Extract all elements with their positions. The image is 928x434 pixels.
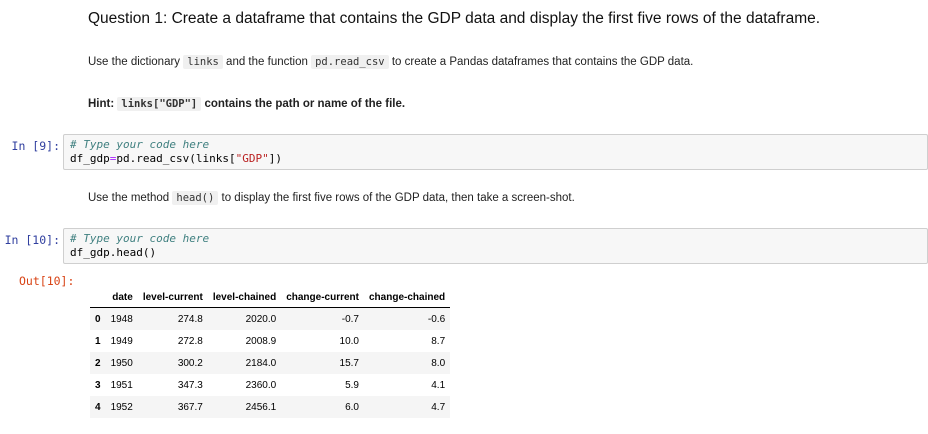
inline-code-hint: links["GDP"] xyxy=(117,97,202,111)
code-cell-1[interactable]: # Type your code here df_gdp=pd.read_csv… xyxy=(63,134,928,170)
cell-date: 1952 xyxy=(110,401,133,413)
cell-level-chained: 2456.1 xyxy=(245,401,277,413)
column-header-change-chained: change-chained xyxy=(364,285,451,308)
cell-level-chained: 2008.9 xyxy=(245,335,277,347)
cell-change-current: 5.9 xyxy=(345,379,359,391)
instruction-post: to create a Pandas dataframes that conta… xyxy=(388,56,694,68)
dataframe-output: date level-current level-chained change-… xyxy=(90,285,451,418)
code-string: "GDP" xyxy=(235,152,269,165)
table-row: 3 1951 347.3 2360.0 5.9 4.1 xyxy=(90,374,450,396)
table-row: 0 1948 274.8 2020.0 -0.7 -0.6 xyxy=(90,307,451,330)
cell-level-current: 300.2 xyxy=(177,357,203,369)
head-instruction-post: to display the first five rows of the GD… xyxy=(218,192,575,204)
code-close: ]) xyxy=(268,152,282,165)
row-index: 0 xyxy=(95,313,101,325)
column-header-date: date xyxy=(105,285,138,308)
column-header-index xyxy=(90,285,106,308)
code-head-call: df_gdp.head() xyxy=(70,246,157,259)
inline-code-read-csv: pd.read_csv xyxy=(311,55,389,69)
cell-date: 1951 xyxy=(110,379,133,391)
code-cell-2[interactable]: # Type your code here df_gdp.head() xyxy=(63,228,928,264)
head-instruction-pre: Use the method xyxy=(88,192,173,204)
code-call: pd.read_csv(links[ xyxy=(116,152,236,165)
table-row: 1 1949 272.8 2008.9 10.0 8.7 xyxy=(90,330,450,352)
code-operator: = xyxy=(109,152,117,165)
cell-date: 1950 xyxy=(110,357,133,369)
cell-change-chained: 8.0 xyxy=(431,357,446,369)
cell-level-current: 274.8 xyxy=(177,313,203,325)
inline-code-head: head() xyxy=(172,191,219,205)
cell-level-current: 367.7 xyxy=(177,401,203,413)
cell-change-chained: 4.1 xyxy=(431,379,446,391)
table-header-row: date level-current level-chained change-… xyxy=(90,285,451,308)
hint-label: Hint: xyxy=(88,98,118,110)
question-title: Question 1: Create a dataframe that cont… xyxy=(88,10,821,27)
code-var: df_gdp xyxy=(70,152,110,165)
instruction-mid: and the function xyxy=(222,56,312,68)
cell-change-chained: 8.7 xyxy=(431,335,446,347)
code-comment: # Type your code here xyxy=(70,138,210,151)
cell-change-chained: -0.6 xyxy=(427,313,446,325)
cell-prompt-out-10: Out[10]: xyxy=(19,274,75,288)
cell-change-current: 6.0 xyxy=(345,401,359,413)
column-header-level-chained: level-chained xyxy=(207,285,282,308)
cell-level-current: 347.3 xyxy=(177,379,203,391)
cell-change-current: 15.7 xyxy=(339,357,359,369)
cell-level-chained: 2020.0 xyxy=(245,313,277,325)
code-comment: # Type your code here xyxy=(70,232,210,245)
column-header-level-current: level-current xyxy=(137,285,208,308)
row-index: 2 xyxy=(95,357,101,369)
row-index: 1 xyxy=(95,335,101,347)
cell-prompt-in-9: In [9]: xyxy=(11,139,60,153)
instruction-pre: Use the dictionary xyxy=(88,56,184,68)
cell-prompt-in-10: In [10]: xyxy=(4,233,60,247)
hint-post: contains the path or name of the file. xyxy=(201,98,406,110)
cell-date: 1949 xyxy=(110,335,133,347)
cell-level-chained: 2360.0 xyxy=(245,379,277,391)
column-header-change-current: change-current xyxy=(281,285,364,308)
cell-change-chained: 4.7 xyxy=(431,401,446,413)
row-index: 4 xyxy=(95,401,101,413)
cell-level-current: 272.8 xyxy=(177,335,203,347)
cell-date: 1948 xyxy=(110,313,133,325)
row-index: 3 xyxy=(95,379,101,391)
cell-change-current: -0.7 xyxy=(341,313,359,325)
cell-level-chained: 2184.0 xyxy=(245,357,277,369)
cell-change-current: 10.0 xyxy=(339,335,359,347)
hint-text: Hint: links["GDP"] contains the path or … xyxy=(88,97,406,111)
table-row: 2 1950 300.2 2184.0 15.7 8.0 xyxy=(90,352,451,374)
table-row: 4 1952 367.7 2456.1 6.0 4.7 xyxy=(90,396,451,418)
instruction-text: Use the dictionary links and the functio… xyxy=(88,55,694,69)
inline-code-links: links xyxy=(183,55,223,69)
head-instruction-text: Use the method head() to display the fir… xyxy=(88,191,575,205)
